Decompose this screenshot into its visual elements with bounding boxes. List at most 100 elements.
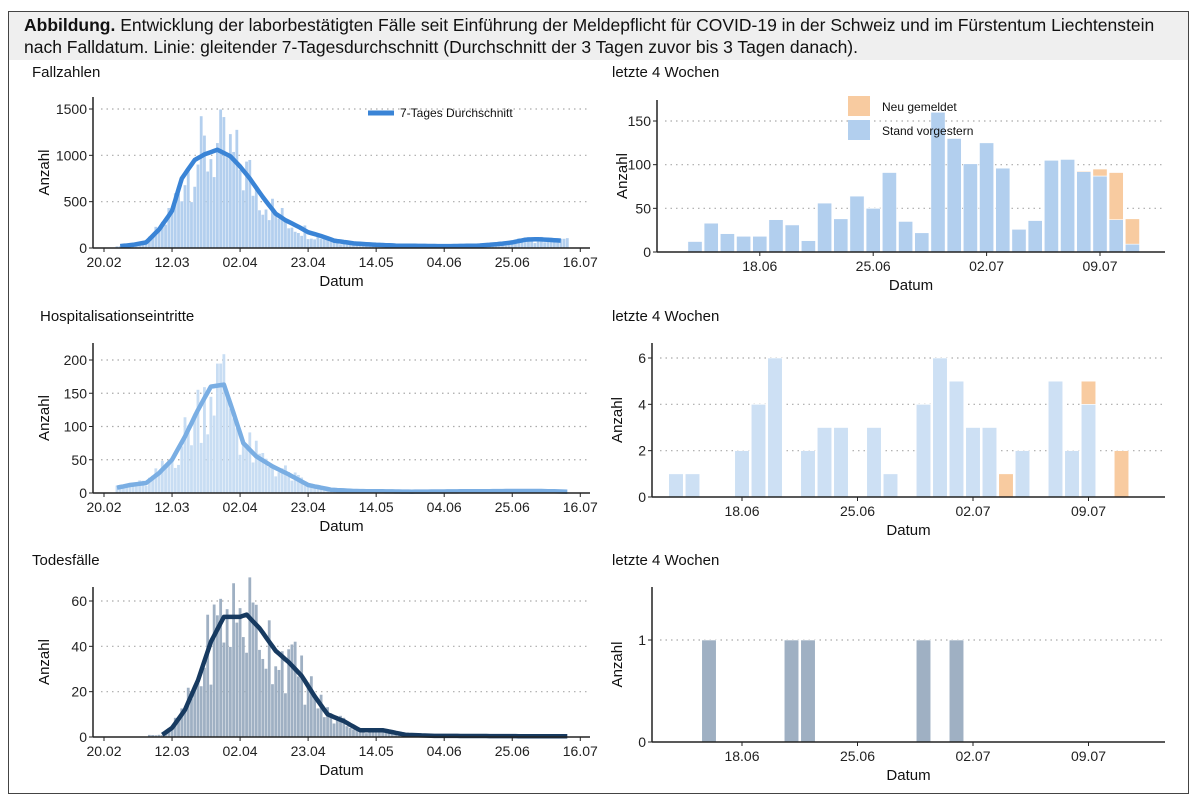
x-tick-label: 18.06 bbox=[724, 503, 759, 519]
daily-bar bbox=[199, 116, 203, 249]
x-tick-label: 14.05 bbox=[359, 743, 394, 759]
bar-stand bbox=[1011, 228, 1027, 253]
y-tick-label: 100 bbox=[64, 419, 88, 435]
daily-bar bbox=[261, 658, 265, 737]
daily-bar bbox=[209, 396, 213, 493]
bar-stand bbox=[948, 380, 965, 498]
y-axis-title: Anzahl bbox=[36, 395, 53, 441]
daily-bar bbox=[303, 483, 307, 493]
bar-neu-gemeldet bbox=[1080, 380, 1097, 405]
x-axis-title: Datum bbox=[889, 277, 933, 294]
bar-stand bbox=[800, 240, 816, 253]
bar-stand bbox=[1108, 219, 1124, 253]
daily-bar bbox=[190, 202, 193, 248]
y-tick-label: 200 bbox=[64, 352, 88, 368]
x-tick-label: 20.02 bbox=[86, 743, 121, 759]
daily-bar bbox=[196, 389, 200, 493]
daily-bar bbox=[225, 157, 229, 248]
daily-bar bbox=[170, 459, 174, 493]
x-tick-label: 02.07 bbox=[955, 748, 990, 764]
daily-bar bbox=[378, 728, 381, 737]
daily-bar bbox=[160, 460, 164, 493]
daily-bar bbox=[300, 655, 304, 737]
x-tick-label: 25.06 bbox=[495, 254, 530, 270]
daily-bar bbox=[193, 413, 197, 493]
daily-bar bbox=[264, 458, 268, 493]
daily-bar bbox=[552, 242, 556, 248]
bar-stand bbox=[962, 163, 978, 253]
x-tick-label: 12.03 bbox=[155, 499, 190, 515]
x-tick-label: 25.06 bbox=[856, 258, 891, 274]
y-tick-label: 4 bbox=[638, 396, 646, 412]
daily-bar bbox=[173, 717, 177, 737]
daily-bar bbox=[329, 240, 333, 248]
daily-bar bbox=[232, 418, 235, 493]
daily-bar bbox=[342, 717, 346, 737]
bar-stand bbox=[981, 427, 998, 498]
daily-bar bbox=[251, 602, 255, 737]
daily-bar bbox=[186, 425, 190, 493]
daily-bar bbox=[235, 622, 239, 737]
daily-bar bbox=[313, 239, 316, 248]
x-tick-label: 16.07 bbox=[563, 254, 598, 270]
daily-bar bbox=[251, 195, 255, 248]
daily-bar bbox=[297, 676, 300, 737]
y-tick-label: 1000 bbox=[56, 147, 87, 163]
daily-bar bbox=[313, 694, 316, 737]
y-tick-label: 0 bbox=[79, 729, 87, 745]
daily-bar bbox=[241, 190, 245, 248]
bar-stand bbox=[849, 195, 865, 253]
daily-bar bbox=[235, 129, 239, 248]
daily-bar bbox=[199, 442, 203, 493]
x-tick-label: 25.06 bbox=[495, 499, 530, 515]
daily-bar bbox=[306, 682, 310, 737]
daily-bar bbox=[258, 453, 261, 493]
daily-bar bbox=[183, 417, 187, 493]
bar-stand bbox=[783, 639, 800, 743]
daily-bar bbox=[238, 169, 242, 248]
daily-bar bbox=[216, 615, 219, 737]
y-tick-label: 500 bbox=[64, 194, 88, 210]
daily-bar bbox=[297, 474, 300, 493]
y-axis-title: Anzahl bbox=[36, 639, 53, 685]
daily-bar bbox=[219, 363, 223, 493]
daily-bar bbox=[536, 238, 540, 248]
bar-stand bbox=[1076, 171, 1092, 253]
daily-bar bbox=[271, 684, 274, 737]
bar-stand bbox=[752, 235, 768, 253]
chart-panel-cases_recent: letzte 4 Wochen 0 50 100 150 18.06 25.06 02.07 0… bbox=[612, 64, 1165, 294]
chart-panel-cases_all: Fallzahlen 0 500 1000 1500 20.02 12.03 02.04 23.… bbox=[32, 64, 598, 290]
daily-bar bbox=[177, 464, 180, 493]
bar-stand bbox=[817, 202, 833, 253]
daily-bar bbox=[546, 237, 550, 248]
x-tick-label: 25.06 bbox=[840, 748, 875, 764]
daily-bar bbox=[267, 620, 271, 737]
y-tick-label: 150 bbox=[64, 385, 88, 401]
daily-bar bbox=[183, 711, 187, 737]
daily-bar bbox=[199, 686, 203, 737]
daily-bar bbox=[245, 652, 248, 737]
daily-bar bbox=[219, 598, 223, 737]
bar-stand bbox=[965, 427, 981, 498]
daily-bar bbox=[277, 472, 281, 493]
daily-bar bbox=[384, 732, 388, 737]
daily-bar bbox=[245, 446, 248, 493]
daily-bar bbox=[147, 477, 151, 493]
daily-bar bbox=[190, 698, 193, 737]
x-tick-label: 02.04 bbox=[223, 254, 258, 270]
legend-label-neu-gemeldet: Neu gemeldet bbox=[882, 100, 957, 114]
chart-panel-deaths_all: Todesfälle 0 20 40 60 20.02 12.03 02.04 23.04 14.… bbox=[32, 552, 598, 779]
x-tick-label: 23.04 bbox=[291, 254, 326, 270]
daily-bar bbox=[115, 485, 119, 493]
daily-bar bbox=[309, 483, 313, 493]
bar-neu-gemeldet bbox=[998, 473, 1014, 498]
daily-bar bbox=[193, 685, 197, 737]
daily-bar bbox=[271, 198, 274, 248]
daily-bar bbox=[177, 720, 180, 737]
daily-bar bbox=[527, 237, 530, 248]
daily-bar bbox=[355, 728, 359, 737]
daily-bar bbox=[180, 446, 184, 493]
daily-bar bbox=[332, 723, 336, 737]
daily-bar bbox=[131, 484, 135, 493]
